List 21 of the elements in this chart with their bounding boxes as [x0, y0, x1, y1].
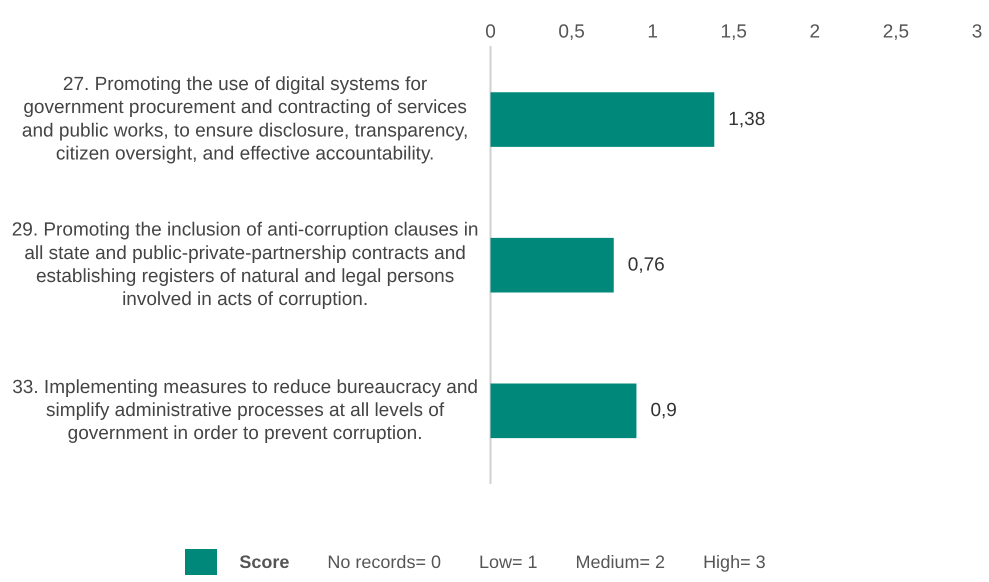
y-tick-label: 29. Promoting the inclusion of anti-corruption clauses in all state and public-private-partnership contracts and establishing registers of natural and legal persons involved in acts of corruption. [12, 220, 478, 310]
text: No records= 0 [327, 552, 441, 572]
legend-label: Score [239, 552, 290, 572]
bar [490, 92, 714, 147]
y-tick-label: 27. Promoting the use of digital systems for government procurement and contracting of services and public works, to ensure disclosure, transparency, citizen oversight, and effective accountability. [22, 74, 468, 165]
data-label: 0,9 [650, 400, 677, 422]
bar [490, 238, 614, 293]
x-tick-label: 3 [972, 22, 982, 43]
y-tick-label: 33. Implementing measures to reduce bureaucracy and simplify administrative processes at all levels of government in order to prevent corruption. [12, 376, 478, 444]
x-tick-label: 1 [647, 22, 658, 43]
x-tick-label: 2 [810, 22, 820, 43]
text: High= 3 [703, 552, 766, 572]
bar [490, 384, 636, 438]
x-tick-label: 1,5 [720, 22, 747, 43]
text: Medium= 2 [576, 552, 666, 572]
x-tick-label: 0,5 [558, 22, 585, 43]
x-tick-label: 0 [485, 22, 496, 43]
data-label: 0,76 [628, 254, 665, 276]
data-label: 1,38 [728, 108, 766, 130]
x-tick-label: 2,5 [882, 22, 910, 43]
text: Low= 1 [478, 552, 538, 572]
